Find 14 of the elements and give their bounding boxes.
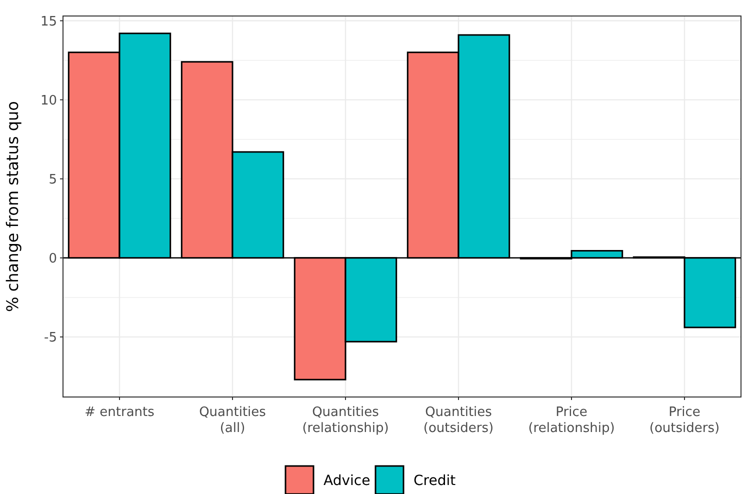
legend-label: Credit bbox=[414, 472, 456, 489]
legend-label: Advice bbox=[324, 472, 370, 489]
y-tick-label: -5 bbox=[44, 330, 57, 346]
x-tick-label: Price (relationship) bbox=[528, 405, 615, 436]
y-tick-label: 5 bbox=[48, 172, 57, 188]
y-tick-label: 10 bbox=[40, 93, 57, 108]
x-tick-label: Quantities (all) bbox=[199, 405, 266, 436]
x-tick-label: # entrants bbox=[84, 405, 155, 420]
y-axis-title: % change from status quo bbox=[3, 101, 22, 312]
x-tick-label: Quantities (outsiders) bbox=[423, 405, 494, 436]
y-tick-label: 15 bbox=[40, 14, 57, 30]
y-tick-label: 0 bbox=[48, 251, 57, 266]
x-tick-label: Price (outsiders) bbox=[649, 405, 720, 436]
x-tick-label: Quantities (relationship) bbox=[302, 405, 389, 436]
